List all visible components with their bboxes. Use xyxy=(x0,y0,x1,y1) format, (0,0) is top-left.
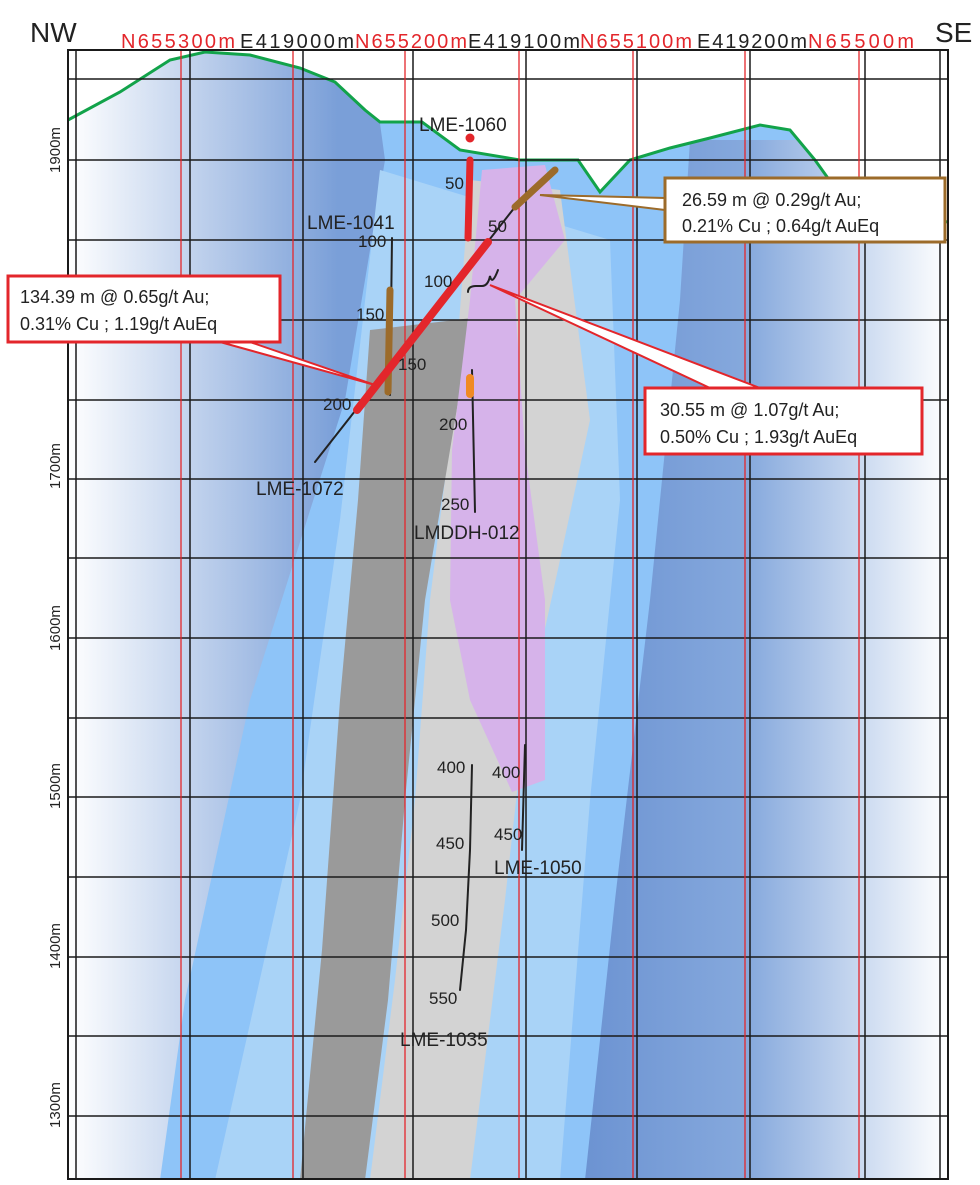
drill-traces xyxy=(314,133,559,991)
depth-label: 250 xyxy=(441,495,469,514)
hole-name: LME-1060 xyxy=(419,115,507,136)
depth-label: 150 xyxy=(356,305,384,324)
callout-line: 0.50% Cu ; 1.93g/t AuEq xyxy=(660,427,857,447)
grid-label: N65500m xyxy=(808,31,914,53)
grid-label: N655100m xyxy=(580,31,692,53)
orientation-right: SE xyxy=(935,17,972,48)
hole-name: LMDDH-012 xyxy=(414,523,520,544)
depth-label: 400 xyxy=(437,758,465,777)
hole-name: LME-1035 xyxy=(400,1030,488,1051)
depth-label: 50 xyxy=(445,174,464,193)
elevation-label: 1700m xyxy=(47,443,64,489)
grid-label: E419000m xyxy=(240,31,354,53)
hole-name: LME-1050 xyxy=(494,858,582,879)
elevation-label: 1500m xyxy=(47,763,64,809)
depth-label: 150 xyxy=(398,355,426,374)
callout-line: 134.39 m @ 0.65g/t Au; xyxy=(20,287,209,307)
elevation-label: 1900m xyxy=(47,127,64,173)
depth-label: 450 xyxy=(436,834,464,853)
grid-label: N655200m xyxy=(355,31,467,53)
depth-label: 200 xyxy=(323,395,351,414)
depth-label: 450 xyxy=(494,825,522,844)
orientation-left: NW xyxy=(30,17,77,48)
hole-name: LME-1041 xyxy=(307,213,395,234)
callout-line: 26.59 m @ 0.29g/t Au; xyxy=(682,190,861,210)
callout-line: 0.31% Cu ; 1.19g/t AuEq xyxy=(20,314,217,334)
elevation-label: 1300m xyxy=(47,1082,64,1128)
depth-label: 50 xyxy=(488,217,507,236)
depth-label: 400 xyxy=(492,763,520,782)
depth-label: 200 xyxy=(439,415,467,434)
depth-label: 500 xyxy=(431,911,459,930)
depth-label: 550 xyxy=(429,989,457,1008)
grid-label: E419200m xyxy=(697,31,807,53)
grid-label: E419100m xyxy=(468,31,580,53)
depth-label: 100 xyxy=(358,232,386,251)
grid-label: N655300m xyxy=(121,31,235,53)
hole-name: LME-1072 xyxy=(256,479,344,500)
callout-line: 30.55 m @ 1.07g/t Au; xyxy=(660,400,839,420)
grid xyxy=(67,49,949,1180)
depth-label: 100 xyxy=(424,272,452,291)
elevation-label: 1600m xyxy=(47,605,64,651)
callout-line: 0.21% Cu ; 0.64g/t AuEq xyxy=(682,216,879,236)
callout-pointers xyxy=(6,176,947,456)
elevation-label: 1400m xyxy=(47,923,64,969)
